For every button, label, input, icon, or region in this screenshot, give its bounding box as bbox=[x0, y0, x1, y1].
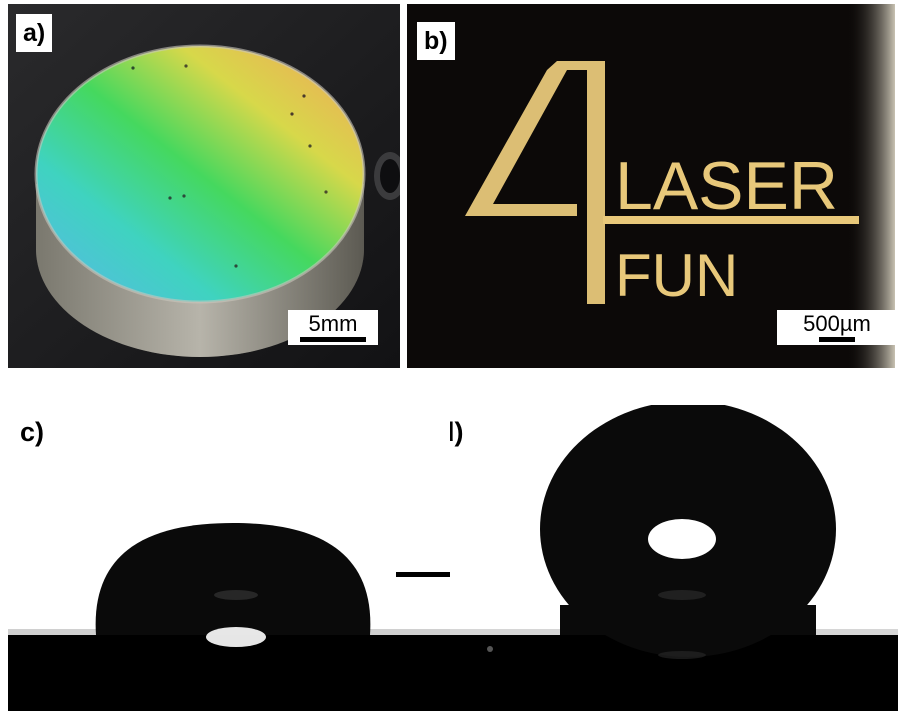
scale-bar-a-line bbox=[300, 337, 366, 342]
metal-disc-image bbox=[8, 4, 400, 368]
panel-d: d) bbox=[450, 405, 898, 711]
droplet-c-image bbox=[8, 405, 450, 711]
scale-bar-b-line bbox=[819, 337, 855, 342]
scale-bar-a-text: 5mm bbox=[308, 311, 358, 336]
panel-a: a) 5mm bbox=[8, 4, 400, 368]
droplet-d-image bbox=[450, 405, 898, 711]
laser-logo-image: LASER FUN bbox=[407, 4, 895, 368]
panel-d-label: d) bbox=[450, 417, 464, 447]
panel-a-label: a) bbox=[16, 14, 53, 52]
scale-bar-a: 5mm bbox=[288, 310, 378, 345]
logo-digit-four bbox=[465, 61, 605, 304]
panel-c: c) bbox=[8, 405, 450, 711]
logo-text-laser: LASER bbox=[615, 148, 838, 224]
panel-b-label: b) bbox=[417, 22, 455, 60]
scale-bar-b-text: 500µm bbox=[803, 311, 871, 336]
logo-text-fun: FUN bbox=[615, 242, 738, 309]
panel-b: LASER FUN b) 500µm bbox=[407, 4, 895, 368]
panel-c-label: c) bbox=[20, 417, 45, 447]
droplet-c bbox=[95, 523, 371, 635]
scale-bar-b: 500µm bbox=[777, 310, 895, 345]
